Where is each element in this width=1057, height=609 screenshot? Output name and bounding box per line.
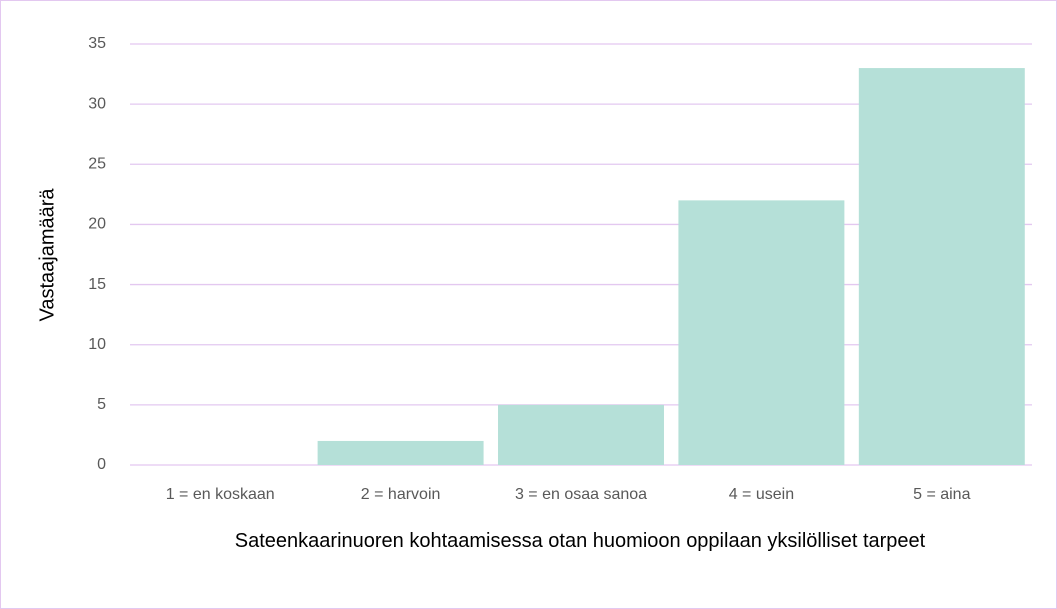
y-tick-label: 15	[88, 276, 106, 293]
x-tick-label: 2 = harvoin	[361, 486, 441, 503]
x-tick-label: 1 = en koskaan	[166, 486, 275, 503]
y-axis-title: Vastaajamäärä	[36, 188, 58, 322]
x-tick-label: 5 = aina	[913, 486, 970, 503]
y-tick-label: 25	[88, 156, 106, 173]
bar	[678, 200, 845, 465]
y-tick-label: 30	[88, 95, 106, 112]
y-tick-label: 10	[88, 336, 106, 353]
bar	[498, 404, 664, 465]
bar	[858, 68, 1025, 466]
y-tick-label: 35	[88, 35, 106, 52]
x-axis-title: Sateenkaarinuoren kohtaamisessa otan huo…	[234, 530, 926, 552]
x-tick-label: 4 = usein	[729, 486, 794, 503]
y-tick-label: 5	[97, 396, 106, 413]
y-tick-label: 0	[97, 456, 106, 473]
y-tick-label: 20	[88, 216, 106, 233]
bar	[317, 440, 484, 465]
x-tick-label: 3 = en osaa sanoa	[515, 486, 647, 503]
